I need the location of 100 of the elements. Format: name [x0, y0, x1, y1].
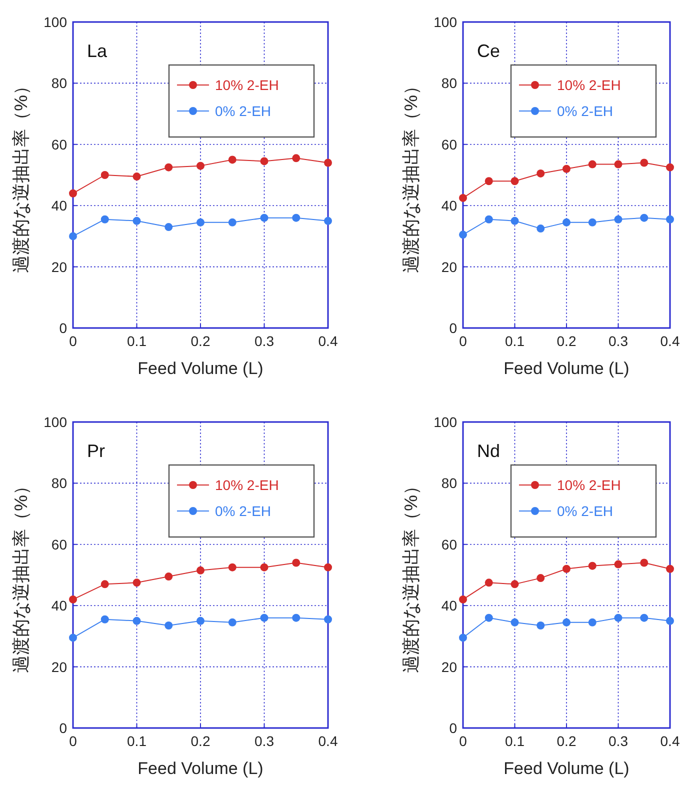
point	[484, 614, 493, 622]
x-tick-label: 0.3	[254, 733, 274, 749]
point	[484, 177, 493, 186]
point	[69, 595, 77, 604]
y-tick-label: 20	[51, 258, 68, 275]
x-axis-title: Feed Volume (L)	[504, 359, 630, 378]
point	[640, 158, 648, 167]
point	[132, 616, 141, 625]
point	[164, 621, 173, 630]
y-tick-label: 0	[59, 720, 68, 736]
point	[459, 194, 467, 202]
point	[324, 158, 332, 167]
point	[562, 618, 570, 626]
y-tick-label: 80	[441, 75, 458, 92]
point	[562, 564, 570, 573]
y-tick-label: 0	[59, 320, 68, 336]
point	[228, 156, 236, 164]
point	[459, 230, 467, 239]
point	[614, 560, 622, 568]
y-tick-label: 80	[51, 75, 68, 92]
point	[260, 563, 268, 572]
point	[132, 172, 141, 181]
x-tick-label: 0.4	[318, 733, 338, 749]
point	[510, 618, 519, 626]
x-tick-label: 0	[459, 733, 468, 749]
point	[100, 215, 109, 224]
point	[196, 218, 204, 226]
x-axis-title: Feed Volume (L)	[138, 759, 264, 778]
legend-label: 0% 2-EH	[557, 503, 614, 519]
x-axis-title: Feed Volume (L)	[504, 759, 630, 778]
x-tick-label: 0.3	[608, 733, 628, 749]
point	[510, 177, 519, 186]
y-axis-title: 過渡的な逆抽出率（%）	[401, 476, 421, 674]
point	[228, 563, 236, 572]
x-tick-label: 0.1	[127, 333, 147, 349]
point	[260, 157, 268, 166]
point	[666, 163, 674, 172]
point	[459, 595, 467, 604]
y-tick-label: 0	[449, 320, 458, 336]
point	[588, 218, 596, 226]
point	[324, 216, 332, 225]
point	[562, 164, 570, 173]
point	[588, 160, 596, 168]
point	[640, 558, 648, 567]
y-tick-label: 80	[441, 475, 458, 492]
x-tick-label: 0.4	[660, 333, 680, 349]
y-tick-label: 20	[441, 258, 458, 275]
y-tick-label: 40	[441, 598, 458, 614]
y-tick-label: 0	[449, 720, 458, 736]
point	[100, 580, 109, 588]
point	[260, 214, 268, 222]
point	[666, 215, 674, 224]
text: La	[87, 41, 108, 61]
text: Ce	[477, 41, 500, 61]
point	[562, 218, 570, 226]
legend-label: 10% 2-EH	[215, 477, 279, 493]
point	[484, 578, 493, 587]
x-axis-title: Feed Volume (L)	[138, 359, 264, 378]
point	[196, 162, 204, 170]
point	[164, 163, 173, 172]
point	[69, 189, 77, 198]
point	[324, 563, 332, 572]
point	[666, 616, 674, 625]
point	[536, 224, 545, 233]
x-tick-label: 0	[459, 333, 468, 349]
point	[132, 578, 141, 587]
y-tick-label: 20	[441, 658, 458, 675]
point	[100, 171, 109, 179]
y-tick-label: 40	[441, 198, 458, 214]
point	[666, 564, 674, 573]
point	[292, 214, 300, 222]
point	[228, 218, 236, 226]
y-axis-title: 過渡的な逆抽出率（%）	[401, 76, 421, 274]
point	[260, 614, 268, 622]
point	[164, 572, 173, 581]
point	[324, 615, 332, 624]
point	[484, 215, 493, 224]
legend-label: 10% 2-EH	[557, 477, 621, 493]
x-tick-label: 0.1	[127, 733, 147, 749]
point	[132, 216, 141, 225]
x-tick-label: 0.4	[318, 333, 338, 349]
point	[536, 574, 545, 582]
x-tick-label: 0.2	[556, 733, 576, 749]
point	[588, 562, 596, 570]
y-tick-label: 100	[434, 14, 458, 30]
point	[614, 215, 622, 224]
legend-label: 0% 2-EH	[215, 103, 272, 119]
legend-label: 10% 2-EH	[557, 77, 621, 93]
y-tick-label: 60	[51, 136, 68, 152]
y-tick-label: 100	[44, 14, 68, 30]
point	[100, 615, 109, 624]
y-axis-title: 過渡的な逆抽出率（%）	[11, 76, 31, 274]
x-tick-label: 0.4	[660, 733, 680, 749]
text: Nd	[477, 441, 500, 461]
point	[196, 566, 204, 574]
text: Pr	[87, 441, 106, 461]
point	[510, 580, 519, 588]
point	[536, 621, 545, 630]
point	[640, 214, 648, 222]
legend-label: 0% 2-EH	[557, 103, 614, 119]
